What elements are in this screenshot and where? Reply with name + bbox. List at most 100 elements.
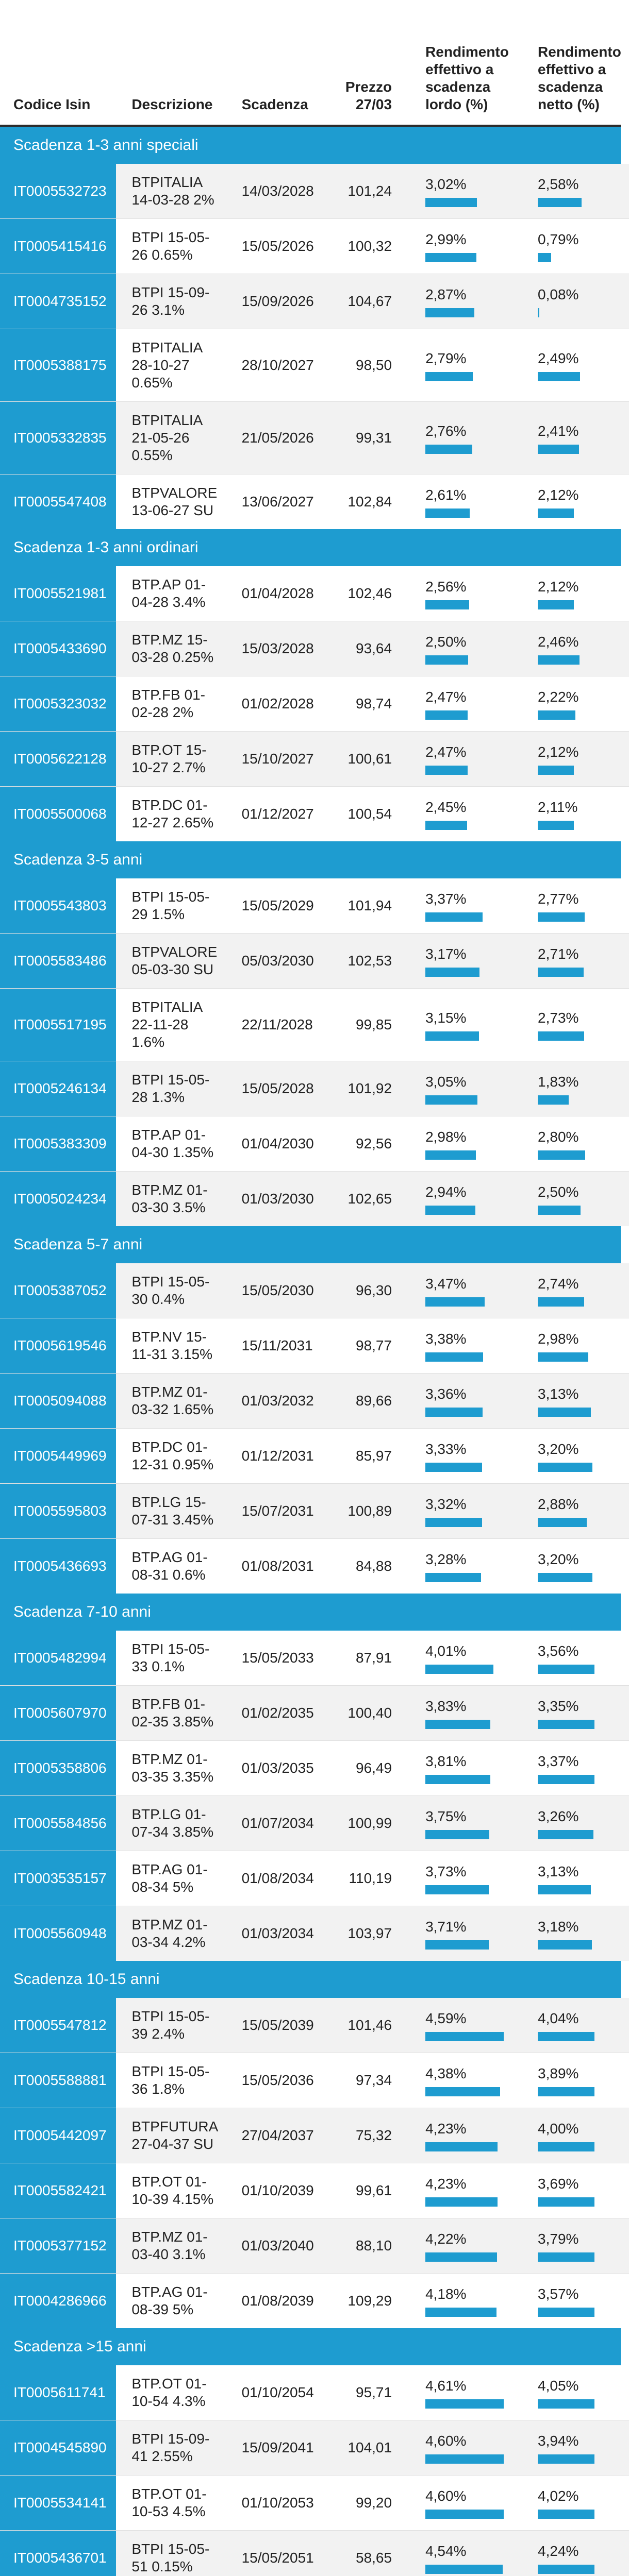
isin-cell: IT0005607970 — [0, 1686, 117, 1740]
description-cell: BTP.OT 15-10-27 2.7% — [131, 742, 207, 775]
net-yield-value: 3,57% — [538, 2285, 579, 2302]
price-cell: 98,74 — [356, 696, 392, 711]
maturity-cell: 15/03/2028 — [241, 640, 314, 656]
net-yield-bar-clip — [538, 1936, 594, 1950]
gross-yield-cell: 2,47% — [425, 734, 517, 785]
table-row: IT0005358806 BTP.MZ 01-03-35 3.35% 01/03… — [0, 1740, 629, 1795]
price-cell: 103,97 — [347, 1925, 392, 1941]
net-yield-value: 3,35% — [538, 1698, 579, 1714]
net-yield-value: 2,12% — [538, 578, 579, 595]
gross-yield-value: 3,37% — [425, 890, 467, 907]
isin-value: IT0005323032 — [13, 696, 107, 711]
net-yield-bar — [538, 912, 585, 922]
isin-value: IT0005442097 — [13, 2127, 107, 2143]
gross-yield-bar — [425, 2252, 498, 2262]
isin-cell: IT0005619546 — [0, 1318, 117, 1373]
table-row: IT0005377152 BTP.MZ 01-03-40 3.1% 01/03/… — [0, 2218, 629, 2273]
maturity-cell: 15/05/2036 — [241, 2072, 314, 2088]
net-yield-cell: 3,94% — [538, 2422, 629, 2473]
net-yield-cell: 3,20% — [538, 1541, 629, 1592]
gross-yield-bar — [425, 2454, 504, 2464]
table-row: IT0005560948 BTP.MZ 01-03-34 4.2% 01/03/… — [0, 1906, 629, 1961]
section-title: Scadenza 5-7 anni — [13, 1236, 143, 1253]
table-row: IT0005024234 BTP.MZ 01-03-30 3.5% 01/03/… — [0, 1171, 629, 1226]
table-row: IT0005482994 BTPI 15-05-33 0.1% 15/05/20… — [0, 1631, 629, 1685]
net-yield-bar-clip — [538, 2560, 595, 2574]
gross-yield-bar — [425, 1719, 491, 1729]
description-cell: BTP.MZ 01-03-40 3.1% — [131, 2229, 208, 2262]
isin-cell: IT0005500068 — [0, 787, 117, 841]
net-yield-bar — [538, 765, 574, 775]
net-yield-cell: 0,08% — [538, 276, 629, 327]
net-yield-value: 3,79% — [538, 2230, 579, 2247]
net-yield-bar — [538, 308, 539, 317]
gross-yield-cell: 2,87% — [425, 276, 517, 327]
net-yield-bar — [538, 1940, 592, 1950]
table-row: IT0005595803 BTP.LG 15-07-31 3.45% 15/07… — [0, 1483, 629, 1538]
price-cell: 100,99 — [347, 1815, 392, 1831]
gross-yield-cell: 3,71% — [425, 1908, 517, 1959]
maturity-cell: 01/03/2032 — [241, 1393, 314, 1409]
description-cell: BTP.AG 01-08-34 5% — [131, 1861, 208, 1895]
maturity-cell: 15/05/2033 — [241, 1650, 314, 1666]
description-cell: BTP.MZ 01-03-32 1.65% — [131, 1384, 214, 1417]
net-yield-value: 3,37% — [538, 1753, 579, 1769]
isin-value: IT0005588881 — [13, 2072, 107, 2088]
gross-yield-bar — [425, 967, 479, 977]
isin-value: IT0005547408 — [13, 494, 107, 510]
gross-yield-cell: 3,32% — [425, 1486, 517, 1537]
net-yield-cell: 3,69% — [538, 2165, 629, 2216]
isin-cell: IT0005582421 — [0, 2163, 117, 2218]
description-cell: BTPI 15-05-33 0.1% — [131, 1641, 210, 1674]
net-yield-value: 2,74% — [538, 1275, 579, 1292]
net-yield-value: 2,98% — [538, 1330, 579, 1347]
net-yield-value: 0,79% — [538, 231, 579, 247]
gross-yield-bar — [425, 308, 474, 317]
price-cell: 99,31 — [356, 430, 392, 446]
gross-yield-value: 4,23% — [425, 2175, 467, 2192]
net-yield-bar — [538, 508, 574, 518]
table-row: IT0003535157 BTP.AG 01-08-34 5% 01/08/20… — [0, 1851, 629, 1906]
description-cell: BTPI 15-05-39 2.4% — [131, 2008, 210, 2042]
gross-yield-bar — [425, 1150, 476, 1160]
net-yield-bar — [538, 1774, 595, 1784]
description-cell: BTP.OT 01-10-53 4.5% — [131, 2486, 207, 2519]
section-title: Scadenza 3-5 anni — [13, 851, 143, 868]
isin-value: IT0005024234 — [13, 1191, 107, 1207]
net-yield-cell: 2,77% — [538, 880, 629, 931]
isin-value: IT0003535157 — [13, 1870, 107, 1886]
net-yield-bar — [538, 444, 579, 454]
description-cell: BTP.AG 01-08-31 0.6% — [131, 1549, 208, 1583]
net-yield-cell: 3,13% — [538, 1376, 629, 1427]
isin-value: IT0005332835 — [13, 430, 107, 446]
gross-yield-value: 2,99% — [425, 231, 467, 247]
description-cell: BTPFUTURA 27-04-37 SU — [131, 2119, 218, 2152]
net-yield-bar — [538, 2509, 595, 2519]
net-yield-bar — [538, 967, 584, 977]
net-yield-bar-clip — [538, 1880, 594, 1894]
net-yield-cell: 2,88% — [538, 1486, 629, 1537]
maturity-cell: 21/05/2026 — [241, 430, 314, 446]
isin-cell: IT0005358806 — [0, 1741, 117, 1795]
gross-yield-value: 4,01% — [425, 1642, 467, 1659]
description-cell: BTP.OT 01-10-39 4.15% — [131, 2174, 214, 2207]
net-yield-value: 3,20% — [538, 1440, 579, 1457]
price-cell: 100,54 — [347, 806, 392, 822]
net-yield-value: 4,24% — [538, 2543, 579, 2559]
net-yield-cell: 2,49% — [538, 340, 629, 391]
section-header: Scadenza 10-15 anni — [0, 1961, 621, 1998]
net-yield-bar-clip — [538, 1458, 594, 1472]
isin-value: IT0005358806 — [13, 1760, 107, 1776]
gross-yield-bar — [425, 1205, 476, 1215]
net-yield-bar — [538, 1205, 581, 1215]
maturity-cell: 01/04/2030 — [241, 1136, 314, 1151]
gross-yield-cell: 3,38% — [425, 1320, 517, 1371]
section-header: Scadenza 5-7 anni — [0, 1226, 621, 1263]
net-yield-cell: 4,00% — [538, 2110, 629, 2161]
table-row: IT0005433690 BTP.MZ 15-03-28 0.25% 15/03… — [0, 621, 629, 676]
net-yield-cell: 2,12% — [538, 477, 629, 528]
gross-yield-bar — [425, 1297, 485, 1307]
isin-value: IT0005383309 — [13, 1136, 107, 1151]
gross-yield-bar — [425, 912, 483, 922]
net-yield-bar-clip — [538, 1091, 594, 1105]
